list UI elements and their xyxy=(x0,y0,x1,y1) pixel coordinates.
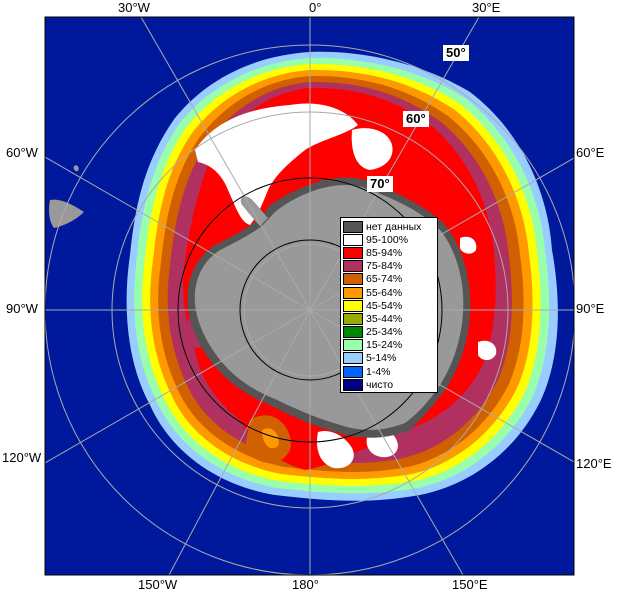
legend-label: 15-24% xyxy=(366,339,403,352)
ice-patch-55-64 xyxy=(262,428,279,449)
meridian-150w xyxy=(168,309,311,575)
map-frame xyxy=(44,16,575,576)
ice-patch-95-100-small2 xyxy=(460,236,477,254)
legend-label: 25-34% xyxy=(366,326,403,339)
legend-swatch xyxy=(343,312,363,325)
meridian-150e xyxy=(309,309,464,575)
lat-label-50: 50° xyxy=(443,45,469,61)
lat-label-60: 60° xyxy=(403,111,429,127)
legend-swatch xyxy=(343,260,363,273)
legend-label: 95-100% xyxy=(366,233,409,246)
legend-item: 15-24% xyxy=(343,339,435,352)
lon-label-120e: 120°E xyxy=(576,456,612,471)
legend-item: 75-84% xyxy=(343,260,435,273)
lon-label-30e: 30°E xyxy=(472,0,501,15)
legend-swatch xyxy=(343,339,363,352)
legend-label: 75-84% xyxy=(366,260,403,273)
legend-label: нет данных xyxy=(366,220,422,233)
legend-label: чисто xyxy=(366,378,394,391)
map-legend: нет данных 95-100% 85-94% 75-84% 65-74% 55-64… xyxy=(340,217,438,394)
antarctic-peninsula xyxy=(240,196,268,226)
legend-swatch xyxy=(343,273,363,286)
legend-item: 55-64% xyxy=(343,286,435,299)
meridian-30e xyxy=(309,17,480,311)
lon-label-60w: 60°W xyxy=(6,145,38,160)
falkland-land xyxy=(73,165,79,172)
meridian-120w xyxy=(45,309,311,464)
legend-label: 5-14% xyxy=(366,352,397,365)
legend-label: 1-4% xyxy=(366,365,391,378)
legend-item: 85-94% xyxy=(343,246,435,259)
legend-item: 5-14% xyxy=(343,352,435,365)
legend-item: 35-44% xyxy=(343,312,435,325)
lon-label-0: 0° xyxy=(309,0,322,15)
parallel-70-black xyxy=(177,177,443,443)
legend-item: 95-100% xyxy=(343,233,435,246)
legend-swatch xyxy=(343,233,363,246)
legend-label: 45-54% xyxy=(366,299,403,312)
meridian-30w xyxy=(140,17,311,311)
ice-patch-95-100-small xyxy=(478,340,497,361)
legend-swatch xyxy=(343,299,363,312)
lon-label-90w: 90°W xyxy=(6,301,38,316)
legend-item: 45-54% xyxy=(343,299,435,312)
legend-label: 55-64% xyxy=(366,286,403,299)
lon-label-90e: 90°E xyxy=(576,301,605,316)
legend-swatch xyxy=(343,326,363,339)
lon-label-150e: 150°E xyxy=(452,577,488,592)
legend-swatch xyxy=(343,378,363,391)
south-america-land xyxy=(49,199,84,228)
lon-label-120w: 120°W xyxy=(2,450,42,465)
legend-swatch xyxy=(343,286,363,299)
legend-item: 1-4% xyxy=(343,365,435,378)
ice-patch-95-100-weddell xyxy=(195,103,358,225)
legend-swatch xyxy=(343,365,363,378)
legend-item: 25-34% xyxy=(343,326,435,339)
legend-label: 85-94% xyxy=(366,246,403,259)
legend-item: чисто xyxy=(343,378,435,391)
legend-swatch xyxy=(343,246,363,259)
ice-patch-95-100-ross xyxy=(316,430,354,469)
legend-swatch xyxy=(343,220,363,233)
ice-patch-95-100-east xyxy=(351,128,393,170)
lat-label-70: 70° xyxy=(367,176,393,192)
legend-swatch xyxy=(343,352,363,365)
legend-item: нет данных xyxy=(343,220,435,233)
lon-label-150w: 150°W xyxy=(138,577,178,592)
legend-label: 35-44% xyxy=(366,312,403,325)
meridian-60w xyxy=(45,156,311,311)
legend-item: 65-74% xyxy=(343,273,435,286)
lon-label-180: 180° xyxy=(292,577,319,592)
lon-label-60e: 60°E xyxy=(576,145,605,160)
legend-label: 65-74% xyxy=(366,273,403,286)
lon-label-30w: 30°W xyxy=(118,0,150,15)
